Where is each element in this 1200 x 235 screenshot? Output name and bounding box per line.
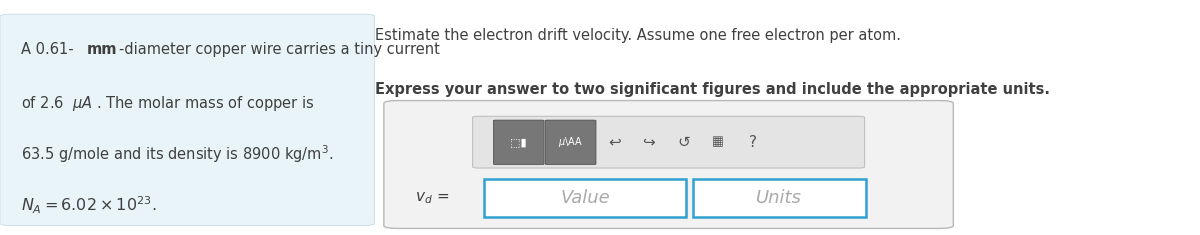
Text: A 0.61-: A 0.61- [20,42,73,57]
Text: $\mu$\AA: $\mu$\AA [558,135,583,149]
Text: ?: ? [749,135,757,150]
FancyBboxPatch shape [384,101,953,228]
Text: -diameter copper wire carries a tiny current: -diameter copper wire carries a tiny cur… [119,42,439,57]
FancyBboxPatch shape [484,179,686,217]
Text: Units: Units [756,189,802,207]
FancyBboxPatch shape [473,116,864,168]
Text: of 2.6  $\mu$$\it{A}$ . The molar mass of copper is: of 2.6 $\mu$$\it{A}$ . The molar mass of… [20,94,314,113]
Text: 63.5 g/mole and its density is 8900 kg/m$^3$.: 63.5 g/mole and its density is 8900 kg/m… [20,143,332,165]
FancyBboxPatch shape [493,120,544,164]
Text: ↺: ↺ [677,135,690,150]
Text: ↩: ↩ [608,135,620,150]
Text: ▦: ▦ [713,136,724,149]
Text: Value: Value [560,189,610,207]
Text: Express your answer to two significant figures and include the appropriate units: Express your answer to two significant f… [374,82,1050,97]
Text: $N_A = 6.02 \times 10^{23}.$: $N_A = 6.02 \times 10^{23}.$ [20,195,156,216]
FancyBboxPatch shape [545,120,596,164]
Text: Estimate the electron drift velocity. Assume one free electron per atom.: Estimate the electron drift velocity. As… [374,28,901,43]
Text: ⬚▮: ⬚▮ [510,137,527,147]
Text: $v_d$ =: $v_d$ = [415,191,449,206]
FancyBboxPatch shape [692,179,865,217]
Text: ↪: ↪ [643,135,655,150]
FancyBboxPatch shape [0,14,374,226]
Text: mm: mm [86,42,116,57]
